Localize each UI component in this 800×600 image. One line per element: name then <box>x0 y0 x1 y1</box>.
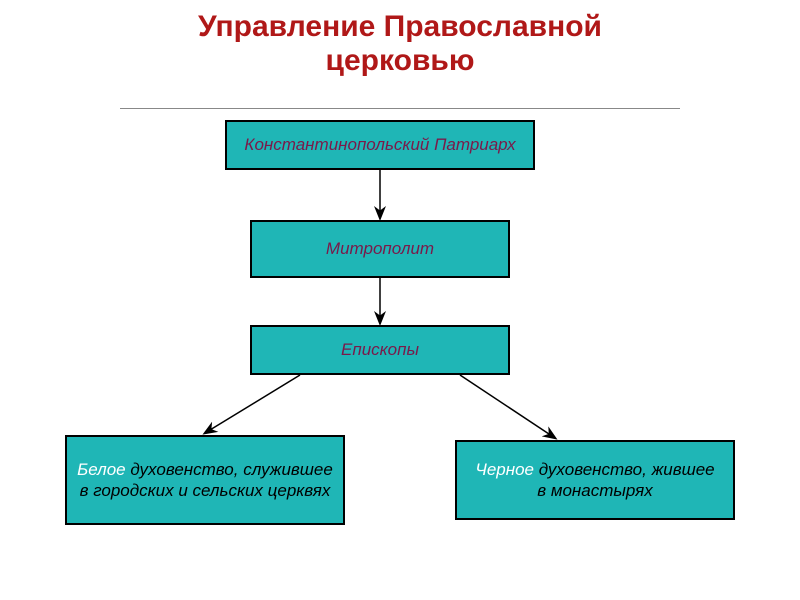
node-black-rest: духовенство, жившее <box>534 460 715 479</box>
node-patriarch: Константинопольский Патриарх <box>225 120 535 170</box>
node-metropolitan: Митрополит <box>250 220 510 278</box>
divider <box>120 108 680 109</box>
node-black-line2: в монастырях <box>537 481 653 500</box>
node-white-highlight: Белое <box>77 460 125 479</box>
node-black-text: Черное духовенство, жившее в монастырях <box>475 459 714 502</box>
node-white-line2: в городских и сельских церквях <box>80 481 331 500</box>
arrow-bishops-white <box>205 375 300 433</box>
node-white-rest: духовенство, служившее <box>126 460 333 479</box>
node-metropolitan-label: Митрополит <box>326 238 434 259</box>
arrow-bishops-black <box>460 375 555 438</box>
page-title: Управление Православной церковью <box>0 10 800 78</box>
node-black-clergy: Черное духовенство, жившее в монастырях <box>455 440 735 520</box>
node-patriarch-label: Константинопольский Патриарх <box>244 134 515 155</box>
node-white-clergy: Белое духовенство, служившее в городских… <box>65 435 345 525</box>
node-bishops: Епископы <box>250 325 510 375</box>
node-black-highlight: Черное <box>475 460 534 479</box>
title-line1: Управление Православной <box>198 10 602 43</box>
node-white-text: Белое духовенство, служившее в городских… <box>77 459 333 502</box>
title-line2: церковью <box>326 44 475 77</box>
node-bishops-label: Епископы <box>341 339 419 360</box>
